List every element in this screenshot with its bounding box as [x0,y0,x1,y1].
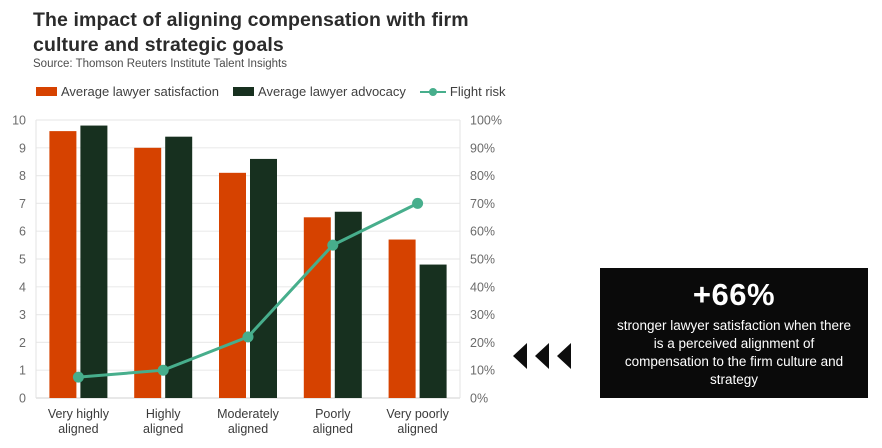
satisfaction-swatch-icon [36,87,57,96]
left-axis-tick: 6 [19,225,26,239]
category-label: Highly aligned [143,407,183,436]
flight-risk-line [78,202,419,379]
bar-satisfaction [134,147,162,398]
bar-advocacy [80,125,108,398]
callout-pointer-arrows [513,343,571,369]
left-axis-tick: 2 [19,336,26,350]
right-axis-tick: 30% [470,308,495,322]
left-axis-tick: 8 [19,169,26,183]
right-axis-tick: 50% [470,253,495,267]
callout-body: stronger lawyer satisfaction when there … [616,318,852,387]
right-axis-tick: 10% [470,364,495,378]
bar-satisfaction [49,131,77,398]
left-axis-tick: 10 [12,114,26,128]
legend: Average lawyer satisfaction Average lawy… [36,84,506,99]
left-axis-tick: 7 [19,197,26,211]
flight-risk-line-icon [419,87,446,97]
legend-label-advocacy: Average lawyer advocacy [258,84,406,99]
bar-advocacy [334,211,362,398]
flight-risk-point [327,239,339,251]
bar-line-chart: 0 0% 1 10% 2 20% 3 30% 4 40% 5 50% 6 60% 7 70% 8 80% 9 90% 1… [12,114,502,437]
left-axis-tick: 9 [19,141,26,155]
bar-advocacy [250,158,277,398]
flight-risk-point [157,364,169,376]
legend-item-flight-risk: Flight risk [419,84,506,99]
category-label: Very highly aligned [48,407,110,436]
left-axis-tick: 1 [19,364,26,378]
left-arrow-icon [535,343,549,369]
left-arrow-icon [513,343,527,369]
legend-label-satisfaction: Average lawyer satisfaction [61,84,220,99]
category-label: Poorly aligned [313,407,353,436]
right-axis-tick: 70% [470,197,495,211]
right-axis-tick: 100% [470,114,502,128]
flight-risk-point [242,331,254,343]
bar-satisfaction [219,172,246,398]
right-axis-tick: 90% [470,141,495,155]
bar-advocacy [165,136,193,398]
callout-headline: +66% [692,277,776,313]
right-axis-tick: 60% [470,225,495,239]
flight-risk-point [72,371,84,383]
left-axis-tick: 5 [19,253,26,267]
advocacy-swatch-icon [233,87,255,96]
bar-satisfaction [303,217,331,398]
right-axis-tick: 80% [470,169,495,183]
chart-title: The impact of aligning compensation with… [33,9,469,56]
legend-label-flight-risk: Flight risk [449,84,506,99]
legend-item-satisfaction: Average lawyer satisfaction [36,84,219,99]
callout-box: +66% stronger lawyer satisfaction when t… [600,268,868,398]
bar-satisfaction [388,239,416,398]
left-arrow-icon [557,343,571,369]
category-label: Very poorly aligned [386,407,449,436]
right-axis-tick: 40% [470,280,495,294]
category-label: Moderately aligned [217,407,280,436]
flight-risk-point [412,197,424,209]
left-axis-tick: 3 [19,308,26,322]
left-axis-tick: 0 [19,392,26,406]
left-axis-tick: 4 [19,280,26,294]
bar-advocacy [419,264,447,398]
right-axis-tick: 0% [470,392,488,406]
legend-item-advocacy: Average lawyer advocacy [233,84,406,99]
chart-source: Source: Thomson Reuters Institute Talent… [33,58,287,70]
right-axis-tick: 20% [470,336,495,350]
